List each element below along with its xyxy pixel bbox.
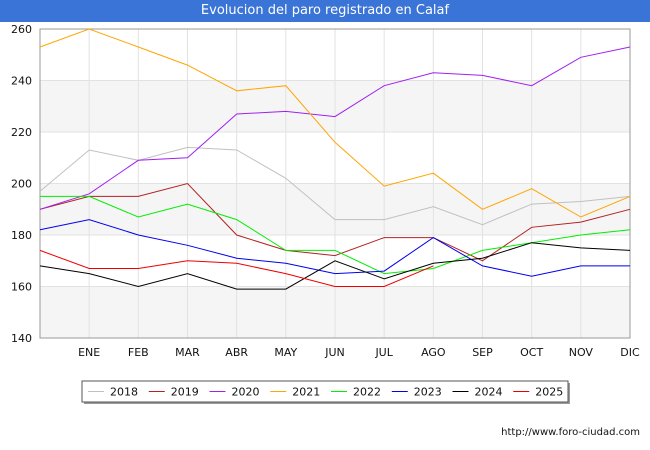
legend-label: 2018 bbox=[110, 386, 138, 399]
source-url[interactable]: http://www.foro-ciudad.com bbox=[501, 427, 640, 438]
y-tick-label: 240 bbox=[11, 75, 32, 88]
plot-border bbox=[39, 28, 631, 339]
x-tick-label: NOV bbox=[569, 346, 594, 359]
series-line-2023 bbox=[39, 219, 630, 277]
x-tick-label: DIC bbox=[620, 346, 640, 359]
legend-label: 2020 bbox=[232, 386, 260, 399]
x-tick-label: MAY bbox=[274, 346, 297, 359]
series-line-2020 bbox=[39, 46, 631, 210]
chart-title: Evolucion del paro registrado en Calaf bbox=[0, 0, 650, 22]
x-tick-label: MAR bbox=[175, 346, 200, 359]
legend-label: 2019 bbox=[171, 386, 199, 399]
series-line-2025 bbox=[39, 249, 434, 287]
x-tick-label: JUN bbox=[324, 346, 345, 359]
legend-label: 2025 bbox=[535, 386, 563, 399]
y-tick-label: 160 bbox=[11, 281, 32, 294]
y-tick-label: 200 bbox=[11, 178, 32, 191]
x-tick-label: SEP bbox=[472, 346, 493, 359]
legend-box bbox=[81, 380, 569, 403]
series-line-2019 bbox=[39, 182, 631, 262]
series-line-2024 bbox=[39, 242, 631, 290]
series-line-2021 bbox=[39, 28, 631, 218]
legend-label: 2022 bbox=[353, 386, 381, 399]
x-tick-label: JUL bbox=[374, 346, 393, 359]
legend-label: 2024 bbox=[475, 386, 503, 399]
legend-label: 2023 bbox=[414, 386, 442, 399]
y-tick-label: 180 bbox=[11, 229, 32, 242]
x-tick-label: ABR bbox=[225, 346, 248, 359]
legend-label: 2021 bbox=[292, 386, 320, 399]
x-tick-label: AGO bbox=[421, 346, 446, 359]
x-tick-label: ENE bbox=[78, 346, 100, 359]
y-tick-label: 140 bbox=[11, 332, 32, 345]
y-tick-label: 260 bbox=[11, 23, 32, 36]
x-tick-label: OCT bbox=[520, 346, 543, 359]
y-tick-label: 220 bbox=[11, 126, 32, 139]
x-tick-label: FEB bbox=[128, 346, 149, 359]
